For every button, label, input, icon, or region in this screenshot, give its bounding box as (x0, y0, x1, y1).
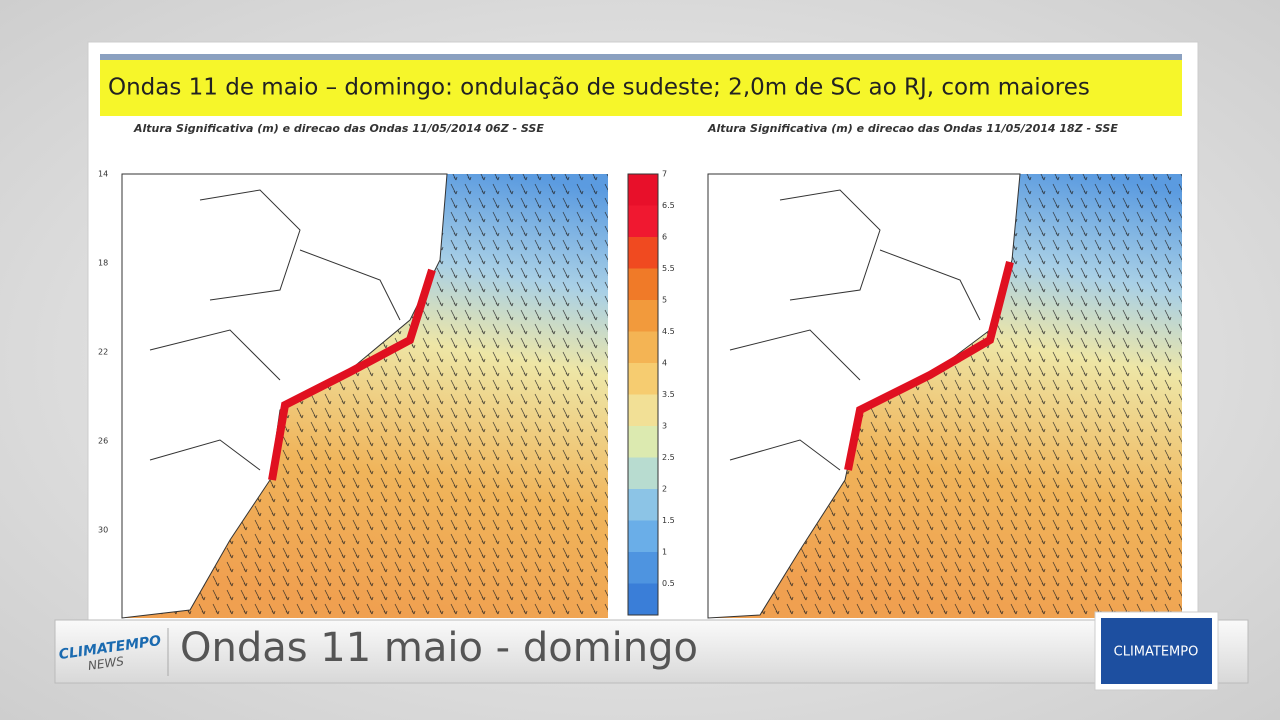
colorbar-label: 2 (662, 485, 667, 494)
latitude-label: 18 (98, 259, 108, 268)
colorbar-swatch (628, 331, 658, 363)
colorbar-label: 5 (662, 296, 667, 305)
colorbar-label: 3.5 (662, 390, 675, 399)
colorbar-swatch (628, 205, 658, 237)
colorbar-label: 4.5 (662, 327, 675, 336)
colorbar-swatch (628, 426, 658, 458)
colorbar-swatch (628, 363, 658, 395)
colorbar-swatch (628, 552, 658, 584)
lower-third (54, 619, 1249, 684)
slide-strip (100, 54, 1182, 60)
latitude-label: 14 (98, 170, 108, 179)
brand-box (1101, 618, 1212, 684)
colorbar: 7 6.5 6 5.5 5 4.5 4 3.5 3 2.5 2 1.5 1 0.5 (627, 170, 675, 616)
colorbar-frame (627, 173, 659, 616)
colorbar-label: 4 (662, 359, 667, 368)
latitude-label: 26 (98, 437, 108, 446)
colorbar-label: 1 (662, 548, 667, 557)
colorbar-swatch (628, 520, 658, 552)
colorbar-swatch (628, 457, 658, 489)
colorbar-label: 6 (662, 233, 667, 242)
map (707, 173, 1182, 619)
colorbar-label: 5.5 (662, 264, 675, 273)
colorbar-swatch (628, 174, 658, 206)
slide-title: Ondas 11 de maio – domingo: ondulação de… (108, 75, 1090, 101)
logo-text: NEWS (87, 654, 125, 673)
latitude-label: 30 (98, 526, 108, 535)
colorbar-swatch (628, 237, 658, 269)
colorbar-label: 1.5 (662, 516, 675, 525)
colorbar-label: 7 (662, 170, 667, 179)
brand-text: CLIMATEMPO (1114, 645, 1199, 660)
latitude-axis: 14 18 22 26 30 (98, 170, 108, 535)
headline: Ondas 11 maio - domingo (180, 625, 698, 671)
title-banner (100, 60, 1182, 116)
latitude-label: 22 (98, 348, 108, 357)
colorbar-label: 2.5 (662, 453, 675, 462)
colorbar-swatch (628, 300, 658, 332)
map-title: Altura Significativa (m) e direcao das O… (133, 122, 544, 135)
map (121, 173, 608, 619)
colorbar-swatch (628, 583, 658, 615)
colorbar-swatch (628, 489, 658, 521)
colorbar-swatch (628, 268, 658, 300)
colorbar-label: 0.5 (662, 579, 675, 588)
colorbar-swatch (628, 394, 658, 426)
colorbar-label: 3 (662, 422, 667, 431)
colorbar-label: 6.5 (662, 201, 675, 210)
map-title: Altura Significativa (m) e direcao das O… (707, 122, 1118, 135)
